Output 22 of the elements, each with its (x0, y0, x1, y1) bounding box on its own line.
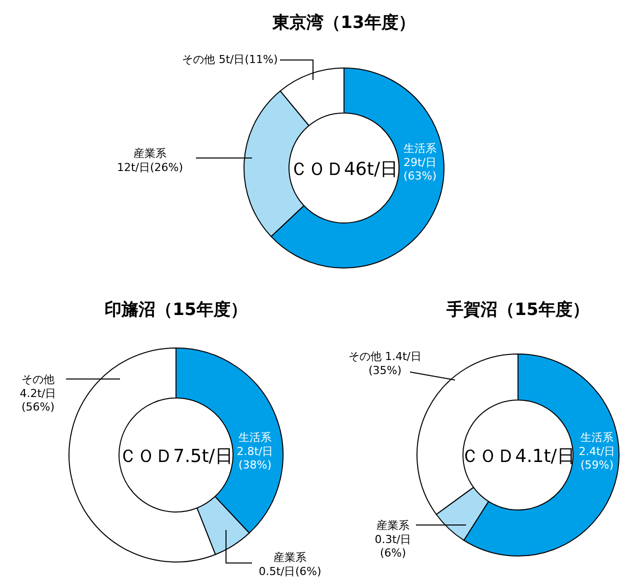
slice-label: 産業系 (274, 551, 306, 564)
slice-label: その他 5t/日(11%) (182, 53, 278, 66)
slice-label: 産業系 (376, 519, 410, 532)
data-label: 29t/日(63%) (403, 156, 437, 182)
data-label: 12t/日(26%) (116, 160, 184, 174)
data-label: 0.3t/日(6%) (374, 532, 412, 560)
chart-title: 手賀沼（15年度） (446, 300, 590, 320)
slice-label: 生活系 (404, 142, 436, 155)
slice-label: その他 1.4t/日(35%) (348, 350, 422, 377)
data-label: 0.5t/日(6%) (258, 564, 322, 578)
chart-title: 東京湾（13年度） (272, 13, 416, 33)
text: ＣＯＤ7.5t/日 (119, 446, 233, 467)
slice-label: 生活系 (238, 431, 272, 444)
slice-label: 生活系 (580, 431, 614, 444)
data-label: 2.4t/日(59%) (578, 444, 616, 472)
text: ＣＯＤ4.1t/日 (461, 446, 575, 467)
chart-title: 印旛沼（15年度） (104, 300, 248, 320)
data-label: 4.2t/日(56%) (20, 386, 56, 414)
slice-label: 産業系 (134, 147, 166, 160)
slice-label: その他 (22, 373, 54, 386)
data-label: 2.8t/日(38%) (236, 444, 274, 472)
text: ＣＯＤ46t/日 (290, 159, 398, 180)
